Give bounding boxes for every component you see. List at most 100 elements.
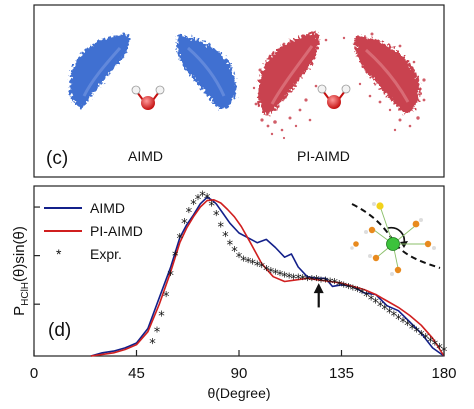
legend-piaimd-label: PI-AIMD xyxy=(90,223,143,239)
data-point-expr: * xyxy=(400,316,407,331)
y-axis-label-subscript: HClH xyxy=(20,282,31,306)
x-tick-label: 45 xyxy=(128,365,145,382)
data-point-expr: * xyxy=(341,280,348,295)
legend-aimd-label: AIMD xyxy=(90,200,125,216)
x-tick-label: 180 xyxy=(431,365,456,382)
annotation-arrow xyxy=(313,283,324,308)
data-point-expr: * xyxy=(290,272,297,287)
x-tick-label: 90 xyxy=(231,365,248,382)
data-point-expr: * xyxy=(318,276,325,291)
inset-cluster-illustration xyxy=(350,202,441,276)
piaimd-scatter-dots xyxy=(252,32,426,140)
data-point-expr: * xyxy=(263,264,270,279)
y-axis-label-main: P xyxy=(11,306,28,316)
aimd-hydrogen-left xyxy=(131,85,141,95)
data-point-expr: * xyxy=(300,273,307,288)
panel-c-label: (c) xyxy=(46,148,68,169)
y-axis-label-suffix: (θ)sin(θ) xyxy=(11,226,28,282)
data-point-expr: * xyxy=(172,250,179,265)
aimd-hydrogen-right xyxy=(155,85,165,95)
series-expr: ****************************************… xyxy=(149,190,448,360)
data-point-expr: * xyxy=(432,339,439,354)
data-point-expr: * xyxy=(249,258,256,273)
panel-d-label: (d) xyxy=(48,320,71,341)
data-point-expr: * xyxy=(286,271,293,286)
piaimd-caption: PI-AIMD xyxy=(297,148,350,164)
data-point-expr: * xyxy=(240,254,247,269)
data-point-expr: * xyxy=(363,290,370,305)
data-point-expr: * xyxy=(345,282,352,297)
data-point-expr: * xyxy=(245,256,252,271)
data-point-expr: * xyxy=(222,230,229,245)
data-point-expr: * xyxy=(322,276,329,291)
legend-expr-label: Expr. xyxy=(90,246,122,262)
data-point-expr: * xyxy=(309,274,316,289)
inset-water-molecules xyxy=(350,202,436,276)
data-point-expr: * xyxy=(149,337,156,352)
series-line-pi-aimd xyxy=(90,199,445,357)
data-point-expr: * xyxy=(413,326,420,341)
data-point-expr: * xyxy=(382,303,389,318)
data-point-expr: * xyxy=(395,313,402,328)
piaimd-right-lobe-shade xyxy=(365,48,410,103)
data-point-expr: * xyxy=(204,192,211,207)
x-axis-label: θ(Degree) xyxy=(207,385,270,401)
data-point-expr: * xyxy=(404,319,411,334)
data-point-expr: * xyxy=(177,232,184,247)
data-point-expr: * xyxy=(418,329,425,344)
inset-dashed-path xyxy=(351,203,441,269)
piaimd-hydrogen-left xyxy=(317,84,327,94)
series-line-aimd xyxy=(90,196,445,357)
panel-c: (c) AIMD PI-AIMD xyxy=(33,4,445,178)
data-point-expr: * xyxy=(327,276,334,291)
data-point-expr: * xyxy=(272,267,279,282)
aimd-water-molecule xyxy=(131,85,165,110)
panel-d: ****************************************… xyxy=(11,185,457,401)
data-point-expr: * xyxy=(391,310,398,325)
series-layer: ****************************************… xyxy=(90,190,448,360)
data-point-expr: * xyxy=(359,287,366,302)
data-point-expr: * xyxy=(354,285,361,300)
legend-expr-marker: * xyxy=(56,246,62,262)
x-tick-label: 0 xyxy=(30,365,38,382)
data-point-expr: * xyxy=(236,251,243,266)
data-point-expr: * xyxy=(154,326,161,341)
data-point-expr: * xyxy=(213,209,220,224)
data-point-expr: * xyxy=(281,271,288,286)
x-axis-ticks: 0 45 90 135 180 xyxy=(30,350,457,382)
panel-c-frame xyxy=(33,4,445,178)
data-point-expr: * xyxy=(231,245,238,260)
data-point-expr: * xyxy=(181,217,188,232)
data-point-expr: * xyxy=(436,342,443,357)
data-point-expr: * xyxy=(409,322,416,337)
aimd-oxygen xyxy=(141,96,155,110)
piaimd-oxygen xyxy=(327,95,341,109)
data-point-expr: * xyxy=(158,310,165,325)
data-point-expr: * xyxy=(386,306,393,321)
data-point-expr: * xyxy=(199,190,206,205)
data-point-expr: * xyxy=(186,206,193,221)
data-point-expr: * xyxy=(368,293,375,308)
x-tick-label: 135 xyxy=(329,365,354,382)
data-point-expr: * xyxy=(268,266,275,281)
data-point-expr: * xyxy=(190,198,197,213)
data-point-expr: * xyxy=(227,238,234,253)
data-point-expr: * xyxy=(218,220,225,235)
data-point-expr: * xyxy=(377,300,384,315)
plot-frame xyxy=(33,185,445,357)
piaimd-water-molecule xyxy=(317,84,351,109)
data-point-expr: * xyxy=(254,259,261,274)
data-point-expr: * xyxy=(208,199,215,214)
aimd-right-lobe-shade xyxy=(187,46,226,97)
data-point-expr: * xyxy=(423,332,430,347)
data-point-expr: * xyxy=(372,297,379,312)
inset-chloride-ion xyxy=(386,237,400,251)
piaimd-left-lobe-shade xyxy=(270,45,314,105)
data-point-expr: * xyxy=(167,269,174,284)
data-point-expr: * xyxy=(336,279,343,294)
data-point-expr: * xyxy=(163,290,170,305)
data-point-expr: * xyxy=(350,284,357,299)
data-point-expr: * xyxy=(427,335,434,350)
data-point-expr: * xyxy=(331,277,338,292)
